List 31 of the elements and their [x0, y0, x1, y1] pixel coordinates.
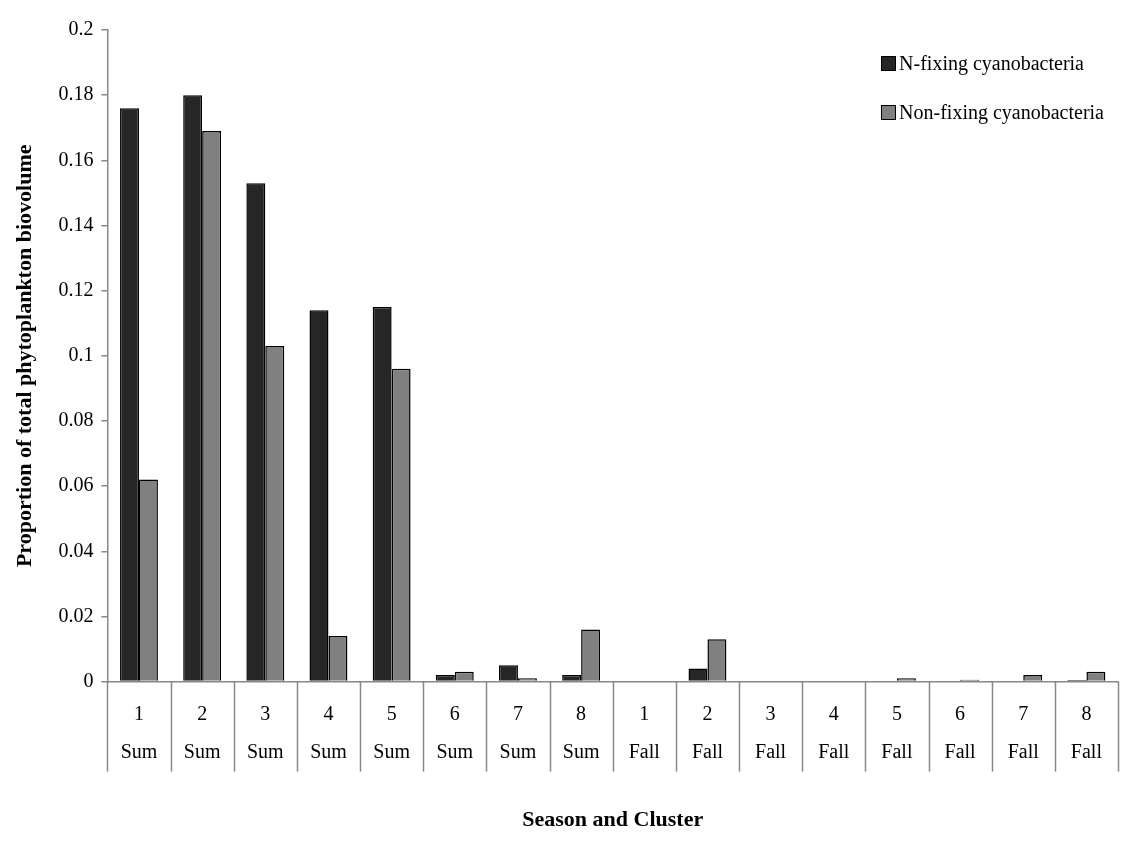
x-tick-label: 7 Sum	[499, 701, 537, 762]
x-tick-label: 6 Sum	[436, 701, 474, 762]
x-tick-label: 1 Fall	[628, 701, 661, 762]
y-tick-label: 0.1	[68, 343, 94, 366]
y-tick-label: 0.04	[58, 538, 94, 561]
y-tick-label: 0.02	[58, 603, 94, 626]
x-tick-label: 5 Fall	[881, 701, 913, 762]
x-tick-label: 4 Sum	[310, 701, 348, 762]
y-tick-label: 0.18	[58, 82, 94, 105]
y-tick-label: 0.12	[58, 277, 94, 300]
y-tick-label: 0.14	[58, 212, 94, 235]
x-tick-label: 2 Sum	[183, 701, 221, 762]
x-axis-title: Season and Cluster	[522, 806, 704, 832]
y-tick-label: 0.2	[68, 17, 94, 40]
x-tick-label: 2 Fall	[691, 701, 724, 762]
x-tick-label: 1 Sum	[120, 701, 158, 762]
y-tick-label: 0.16	[58, 147, 94, 170]
x-tick-label: 5 Sum	[373, 701, 411, 762]
y-tick-label: 0.06	[58, 473, 94, 496]
x-tick-label: 3 Sum	[246, 701, 285, 762]
x-tick-label: 7 Fall	[1007, 701, 1040, 762]
legend-label: Non-fixing cyanobacteria	[899, 101, 1104, 124]
x-tick-label: 3 Fall	[755, 701, 787, 762]
x-tick-label: 4 Fall	[818, 701, 850, 762]
y-tick-label: 0	[83, 668, 94, 691]
y-tick-label: 0.08	[58, 408, 94, 431]
y-axis-title: Proportion of total phytoplankton biovolume	[10, 144, 36, 568]
x-tick-label: 8 Sum	[562, 701, 600, 762]
legend-label: N-fixing cyanobacteria	[899, 52, 1084, 75]
x-tick-label: 8 Fall	[1070, 701, 1103, 762]
x-tick-label: 6 Fall	[944, 701, 977, 762]
